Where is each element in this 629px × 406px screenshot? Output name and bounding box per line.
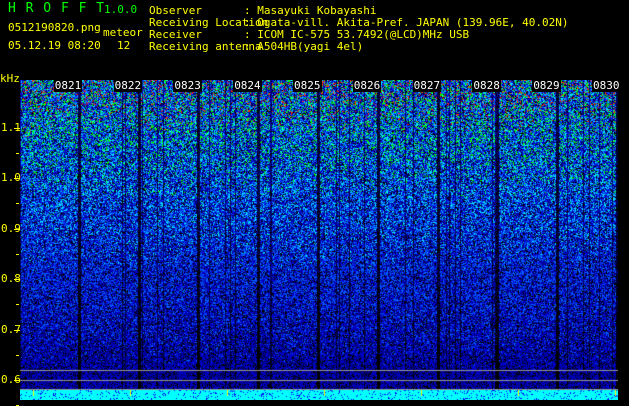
time-label: 0829 xyxy=(532,79,561,92)
y-minor-tick xyxy=(16,203,19,205)
y-minor-tick xyxy=(16,354,19,356)
y-tick-mark xyxy=(14,279,20,281)
y-tick-mark xyxy=(14,228,20,230)
y-tick-label: 0.7 xyxy=(1,322,21,336)
y-minor-tick xyxy=(16,304,19,306)
time-label: 0823 xyxy=(173,79,202,92)
y-tick-label: 1.0 xyxy=(1,171,21,185)
info-receiver-label: Receiver xyxy=(149,28,202,41)
time-label: 0830 xyxy=(592,79,621,92)
time-label: 0822 xyxy=(113,79,143,92)
info-observer-value: : Masayuki Kobayashi xyxy=(244,4,377,17)
y-tick-mark xyxy=(14,329,20,331)
meteor-label: meteor xyxy=(103,26,143,39)
y-tick-label: 1.1 xyxy=(1,121,21,134)
info-receiver-value: : ICOM IC-575 53.7492(@LCD)MHz USB xyxy=(244,28,470,41)
datetime: 05.12.19 08:20 xyxy=(8,39,101,52)
time-label: 0824 xyxy=(233,79,262,92)
time-label: 0827 xyxy=(412,79,442,92)
info-location-label: Receiving Location xyxy=(149,16,269,29)
y-tick-label: 0.6 xyxy=(1,373,21,386)
y-tick-mark xyxy=(14,128,20,129)
info-antenna-value: : A504HB(yagi 4el) xyxy=(244,40,364,53)
time-label: 0826 xyxy=(352,79,382,92)
time-label: 0828 xyxy=(472,79,501,92)
meteor-count: 12 xyxy=(117,39,131,52)
info-observer-label: Observer xyxy=(149,4,202,17)
time-label: 0825 xyxy=(293,79,322,92)
spectrogram xyxy=(20,80,618,400)
y-tick-mark xyxy=(14,380,20,381)
time-label: 0821 xyxy=(53,79,83,92)
filename: 0512190820.png xyxy=(8,21,101,34)
y-tick-mark xyxy=(14,178,20,180)
version: 1.0.0 xyxy=(104,3,138,16)
y-minor-tick xyxy=(16,253,19,255)
y-minor-tick xyxy=(16,153,19,154)
y-tick-label: 0.8 xyxy=(1,272,21,286)
info-location-value: : Ogata-vill. Akita-Pref. JAPAN (139.96E… xyxy=(244,16,569,29)
info-antenna-label: Receiving antenna xyxy=(149,40,262,53)
y-unit: kHz xyxy=(0,72,20,85)
app-title: H R O F F T xyxy=(8,1,106,16)
y-tick-label: 0.9 xyxy=(1,221,21,235)
